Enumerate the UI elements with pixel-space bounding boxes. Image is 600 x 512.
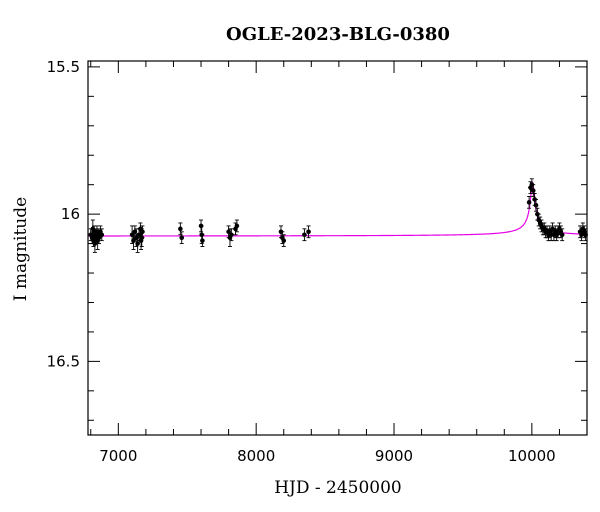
y-tick-label: 16.5 [47, 352, 80, 370]
data-point [302, 232, 307, 238]
axis-ticks [88, 61, 588, 435]
chart-title: OGLE-2023-BLG-0380 [226, 24, 450, 45]
x-tick-label: 10000 [508, 447, 556, 465]
data-point [229, 232, 234, 238]
x-tick-label: 9000 [375, 447, 413, 465]
tick-labels: 7000 8000 9000 10000 15.5 16 16.5 [47, 58, 556, 465]
data-point [281, 238, 287, 243]
x-tick-label: 7000 [99, 447, 137, 465]
data-point [530, 188, 536, 193]
data-point [306, 229, 311, 235]
data-point [533, 202, 539, 208]
data-point [200, 238, 205, 243]
data-point [99, 232, 105, 238]
data-point [131, 238, 136, 243]
data-point [234, 223, 240, 229]
x-axis-label: HJD - 2450000 [274, 478, 402, 498]
plot-frame [87, 60, 588, 436]
data-point [140, 229, 145, 235]
x-tick-label: 8000 [237, 447, 275, 465]
data-point [526, 200, 532, 205]
model-curve [88, 181, 588, 237]
data-points [88, 178, 588, 253]
data-point [178, 226, 183, 232]
data-point [559, 232, 565, 238]
y-axis-label: I magnitude [11, 197, 31, 301]
y-tick-label: 16 [61, 205, 80, 223]
y-tick-label: 15.5 [47, 58, 80, 76]
data-point [135, 241, 140, 246]
data-point [179, 235, 185, 240]
